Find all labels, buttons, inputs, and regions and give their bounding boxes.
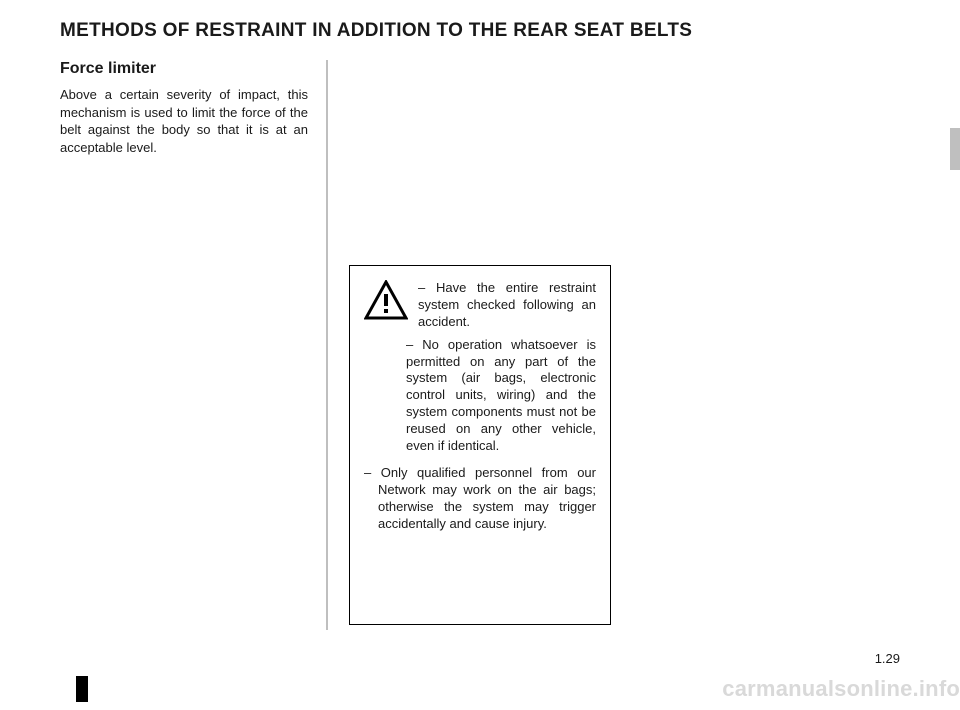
column-1: Force limiter Above a certain severity o… xyxy=(60,60,328,630)
warning-cont-text: – No operation whatsoever is permitted o… xyxy=(364,337,596,455)
page-number: 1.29 xyxy=(875,651,900,666)
column-3 xyxy=(632,60,900,630)
content-columns: Force limiter Above a certain severity o… xyxy=(60,60,900,630)
warning-item-3: – Only qualified personnel from our Netw… xyxy=(364,465,596,533)
section-heading: Force limiter xyxy=(60,60,308,78)
section-paragraph: Above a certain severity of impact, this… xyxy=(60,86,308,156)
bottom-crop-mark xyxy=(76,676,88,702)
warning-first-text: – Have the entire restraint system check… xyxy=(418,280,596,331)
watermark-text: carmanualsonline.info xyxy=(722,676,960,702)
side-tab-marker xyxy=(950,128,960,170)
page-root: METHODS OF RESTRAINT IN ADDITION TO THE … xyxy=(0,0,960,710)
page-title: METHODS OF RESTRAINT IN ADDITION TO THE … xyxy=(60,20,900,42)
warning-box: – Have the entire restraint system check… xyxy=(349,265,611,625)
column-2: – Have the entire restraint system check… xyxy=(346,60,614,630)
warning-triangle-icon xyxy=(364,280,408,320)
warning-first-row: – Have the entire restraint system check… xyxy=(364,280,596,331)
